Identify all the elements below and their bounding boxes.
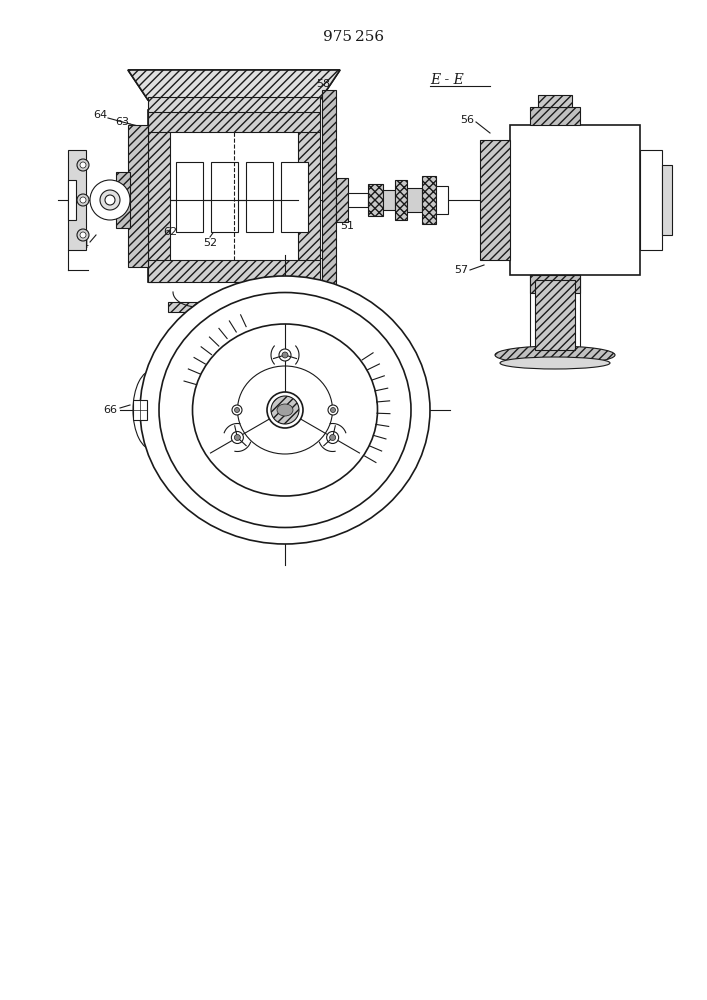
Bar <box>535 280 575 350</box>
Bar <box>148 97 320 112</box>
Text: Ж: Ж <box>318 79 329 89</box>
Circle shape <box>328 405 338 415</box>
Text: E - E: E - E <box>430 73 464 87</box>
Circle shape <box>271 396 299 424</box>
Circle shape <box>234 434 240 440</box>
Circle shape <box>235 408 240 412</box>
Text: Ж - Ж: Ж - Ж <box>259 338 311 352</box>
Circle shape <box>77 194 89 206</box>
Bar <box>148 110 320 282</box>
Circle shape <box>77 159 89 171</box>
Circle shape <box>267 392 303 428</box>
Bar <box>148 110 170 282</box>
Circle shape <box>329 434 336 440</box>
Ellipse shape <box>277 404 293 416</box>
Bar <box>348 193 368 207</box>
Text: 58: 58 <box>400 390 414 400</box>
Bar <box>133 400 147 420</box>
Bar <box>336 178 348 222</box>
Bar <box>148 260 320 282</box>
Bar <box>422 176 436 224</box>
Bar <box>530 107 580 125</box>
Circle shape <box>327 432 339 444</box>
Text: Фиг. 9: Фиг. 9 <box>262 488 308 502</box>
Text: 64: 64 <box>93 110 107 120</box>
Bar <box>395 180 407 220</box>
Text: 54: 54 <box>75 240 89 250</box>
Bar <box>116 172 130 228</box>
Circle shape <box>330 408 336 412</box>
Circle shape <box>232 405 242 415</box>
Bar <box>246 162 273 232</box>
Circle shape <box>80 232 86 238</box>
Bar <box>68 150 86 250</box>
Bar <box>383 190 395 210</box>
Bar <box>128 125 148 267</box>
Text: 51: 51 <box>340 221 354 231</box>
Bar <box>530 275 580 355</box>
Bar <box>148 110 320 132</box>
Bar <box>322 90 336 292</box>
Text: 975 256: 975 256 <box>323 30 385 44</box>
Ellipse shape <box>500 357 610 369</box>
Circle shape <box>279 349 291 361</box>
Bar <box>640 150 662 250</box>
Bar <box>322 90 336 292</box>
Circle shape <box>90 180 130 220</box>
Bar <box>68 180 76 220</box>
Circle shape <box>231 432 243 444</box>
Text: 58: 58 <box>316 79 330 89</box>
Bar <box>168 302 310 312</box>
Bar <box>538 293 572 305</box>
Bar <box>538 95 572 107</box>
Text: 56: 56 <box>460 115 474 125</box>
Bar <box>219 342 249 357</box>
Bar <box>209 312 259 342</box>
Bar <box>368 184 383 216</box>
Circle shape <box>100 190 120 210</box>
Text: 63: 63 <box>115 117 129 127</box>
Polygon shape <box>128 70 340 100</box>
Ellipse shape <box>140 276 430 544</box>
Bar <box>510 125 640 275</box>
Text: Ж: Ж <box>318 247 329 257</box>
Bar <box>480 140 510 260</box>
Circle shape <box>80 162 86 168</box>
Ellipse shape <box>192 324 378 496</box>
Text: 52: 52 <box>203 238 217 248</box>
Ellipse shape <box>159 292 411 528</box>
Text: 66: 66 <box>103 405 117 415</box>
Bar <box>530 275 580 293</box>
Circle shape <box>77 229 89 241</box>
Ellipse shape <box>335 450 395 490</box>
Bar <box>662 165 672 235</box>
Bar <box>211 162 238 232</box>
Text: 62: 62 <box>163 227 177 237</box>
Circle shape <box>80 197 86 203</box>
Text: Фиг. 8: Фиг. 8 <box>247 303 293 317</box>
Bar <box>407 188 422 212</box>
Polygon shape <box>128 70 340 100</box>
Ellipse shape <box>133 370 173 450</box>
Bar <box>298 110 320 282</box>
Ellipse shape <box>495 346 615 364</box>
Ellipse shape <box>238 366 332 454</box>
Circle shape <box>105 195 115 205</box>
Bar <box>281 162 308 232</box>
Bar <box>176 162 203 232</box>
Text: 57: 57 <box>454 265 468 275</box>
Circle shape <box>282 352 288 358</box>
Bar <box>436 186 448 214</box>
